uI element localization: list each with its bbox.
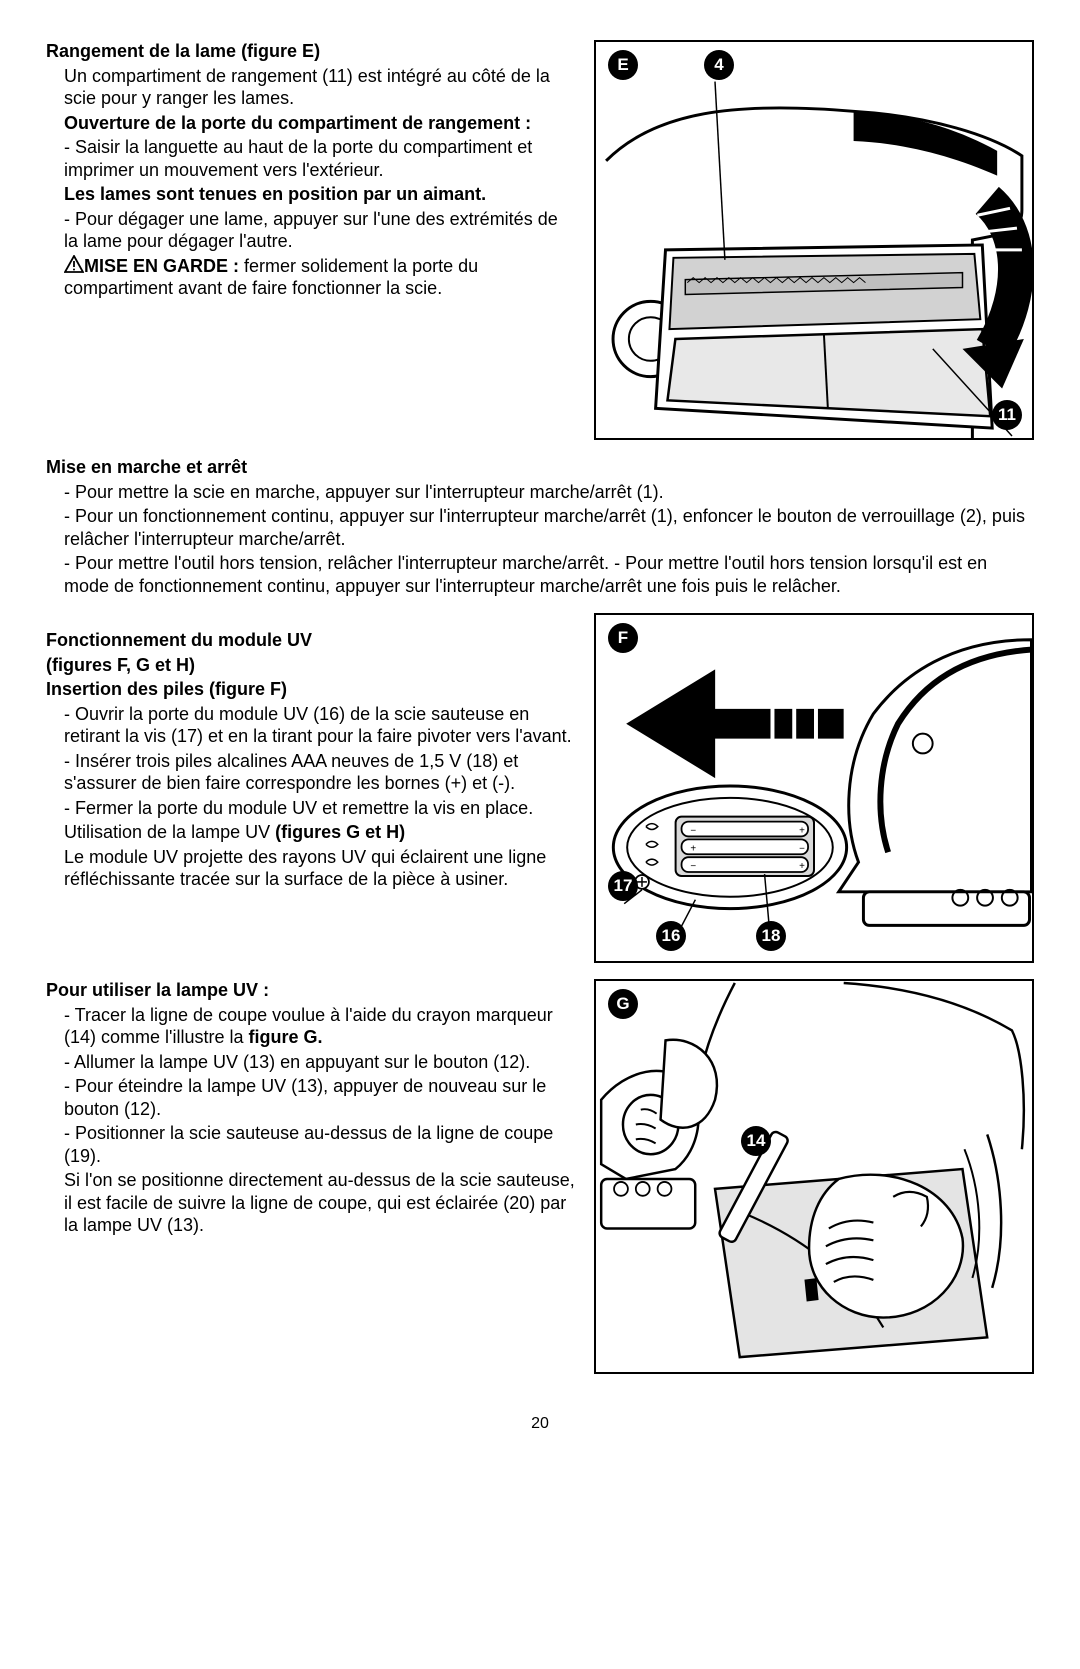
warning-label: MISE EN GARDE :	[84, 256, 239, 276]
body-text: - Fermer la porte du module UV et remett…	[46, 797, 576, 820]
callout-16: 16	[656, 921, 686, 951]
body-text: - Pour un fonctionnement continu, appuye…	[46, 505, 1034, 550]
body-text: Un compartiment de rangement (11) est in…	[46, 65, 576, 110]
page-number: 20	[46, 1414, 1034, 1434]
body-text: - Ouvrir la porte du module UV (16) de l…	[46, 703, 576, 748]
heading: Insertion des piles (figure F)	[46, 678, 576, 701]
body-text: - Insérer trois piles alcalines AAA neuv…	[46, 750, 576, 795]
section-blade-storage: Rangement de la lame (figure E) Un compa…	[46, 40, 576, 440]
section-uv-module: Fonctionnement du module UV (figures F, …	[46, 613, 576, 963]
body-text: - Positionner la scie sauteuse au-dessus…	[46, 1122, 576, 1167]
body-text: - Saisir la languette au haut de la port…	[46, 136, 576, 181]
figure-g-illustration	[596, 981, 1032, 1372]
heading: Pour utiliser la lampe UV :	[46, 979, 576, 1002]
body-text: - Pour dégager une lame, appuyer sur l'u…	[46, 208, 576, 253]
warning-triangle-icon	[64, 255, 84, 273]
section-on-off: Mise en marche et arrêt - Pour mettre la…	[46, 456, 1034, 597]
section-uv-lamp-use: Pour utiliser la lampe UV : - Tracer la …	[46, 979, 576, 1374]
callout-11: 11	[992, 400, 1022, 430]
svg-text:−: −	[690, 861, 696, 872]
figure-label: F	[608, 623, 638, 653]
callout-4: 4	[704, 50, 734, 80]
body-text: - Tracer la ligne de coupe voulue à l'ai…	[46, 1004, 576, 1049]
figure-label: E	[608, 50, 638, 80]
figure-label: G	[608, 989, 638, 1019]
body-text: - Pour mettre la scie en marche, appuyer…	[46, 481, 1034, 504]
warning-text: MISE EN GARDE : fermer solidement la por…	[46, 255, 576, 300]
figure-e-illustration	[596, 42, 1032, 438]
body-text: - Allumer la lampe UV (13) en appuyant s…	[46, 1051, 576, 1074]
heading: Rangement de la lame (figure E)	[46, 40, 576, 63]
figure-g: G 14	[594, 979, 1034, 1374]
figure-e: E 4 11	[594, 40, 1034, 440]
callout-18: 18	[756, 921, 786, 951]
svg-text:+: +	[799, 861, 805, 872]
body-text: Si l'on se positionne directement au-des…	[46, 1169, 576, 1237]
heading: Ouverture de la porte du compartiment de…	[46, 112, 576, 135]
heading: (figures F, G et H)	[46, 654, 576, 677]
heading: Les lames sont tenues en position par un…	[46, 183, 576, 206]
callout-17: 17	[608, 871, 638, 901]
body-text: - Pour mettre l'outil hors tension, relâ…	[46, 552, 1034, 597]
body-text: Le module UV projette des rayons UV qui …	[46, 846, 576, 891]
svg-text:+: +	[799, 825, 805, 836]
figure-f: F 17 16 18 − + + −	[594, 613, 1034, 963]
figure-f-illustration: − + + − − +	[596, 615, 1032, 961]
svg-text:+: +	[690, 843, 696, 854]
heading: Mise en marche et arrêt	[46, 456, 1034, 479]
heading: Fonctionnement du module UV	[46, 629, 576, 652]
callout-14: 14	[741, 1126, 771, 1156]
svg-text:−: −	[690, 825, 696, 836]
body-text: Utilisation de la lampe UV (figures G et…	[46, 821, 576, 844]
body-text: - Pour éteindre la lampe UV (13), appuye…	[46, 1075, 576, 1120]
svg-text:−: −	[799, 843, 805, 854]
